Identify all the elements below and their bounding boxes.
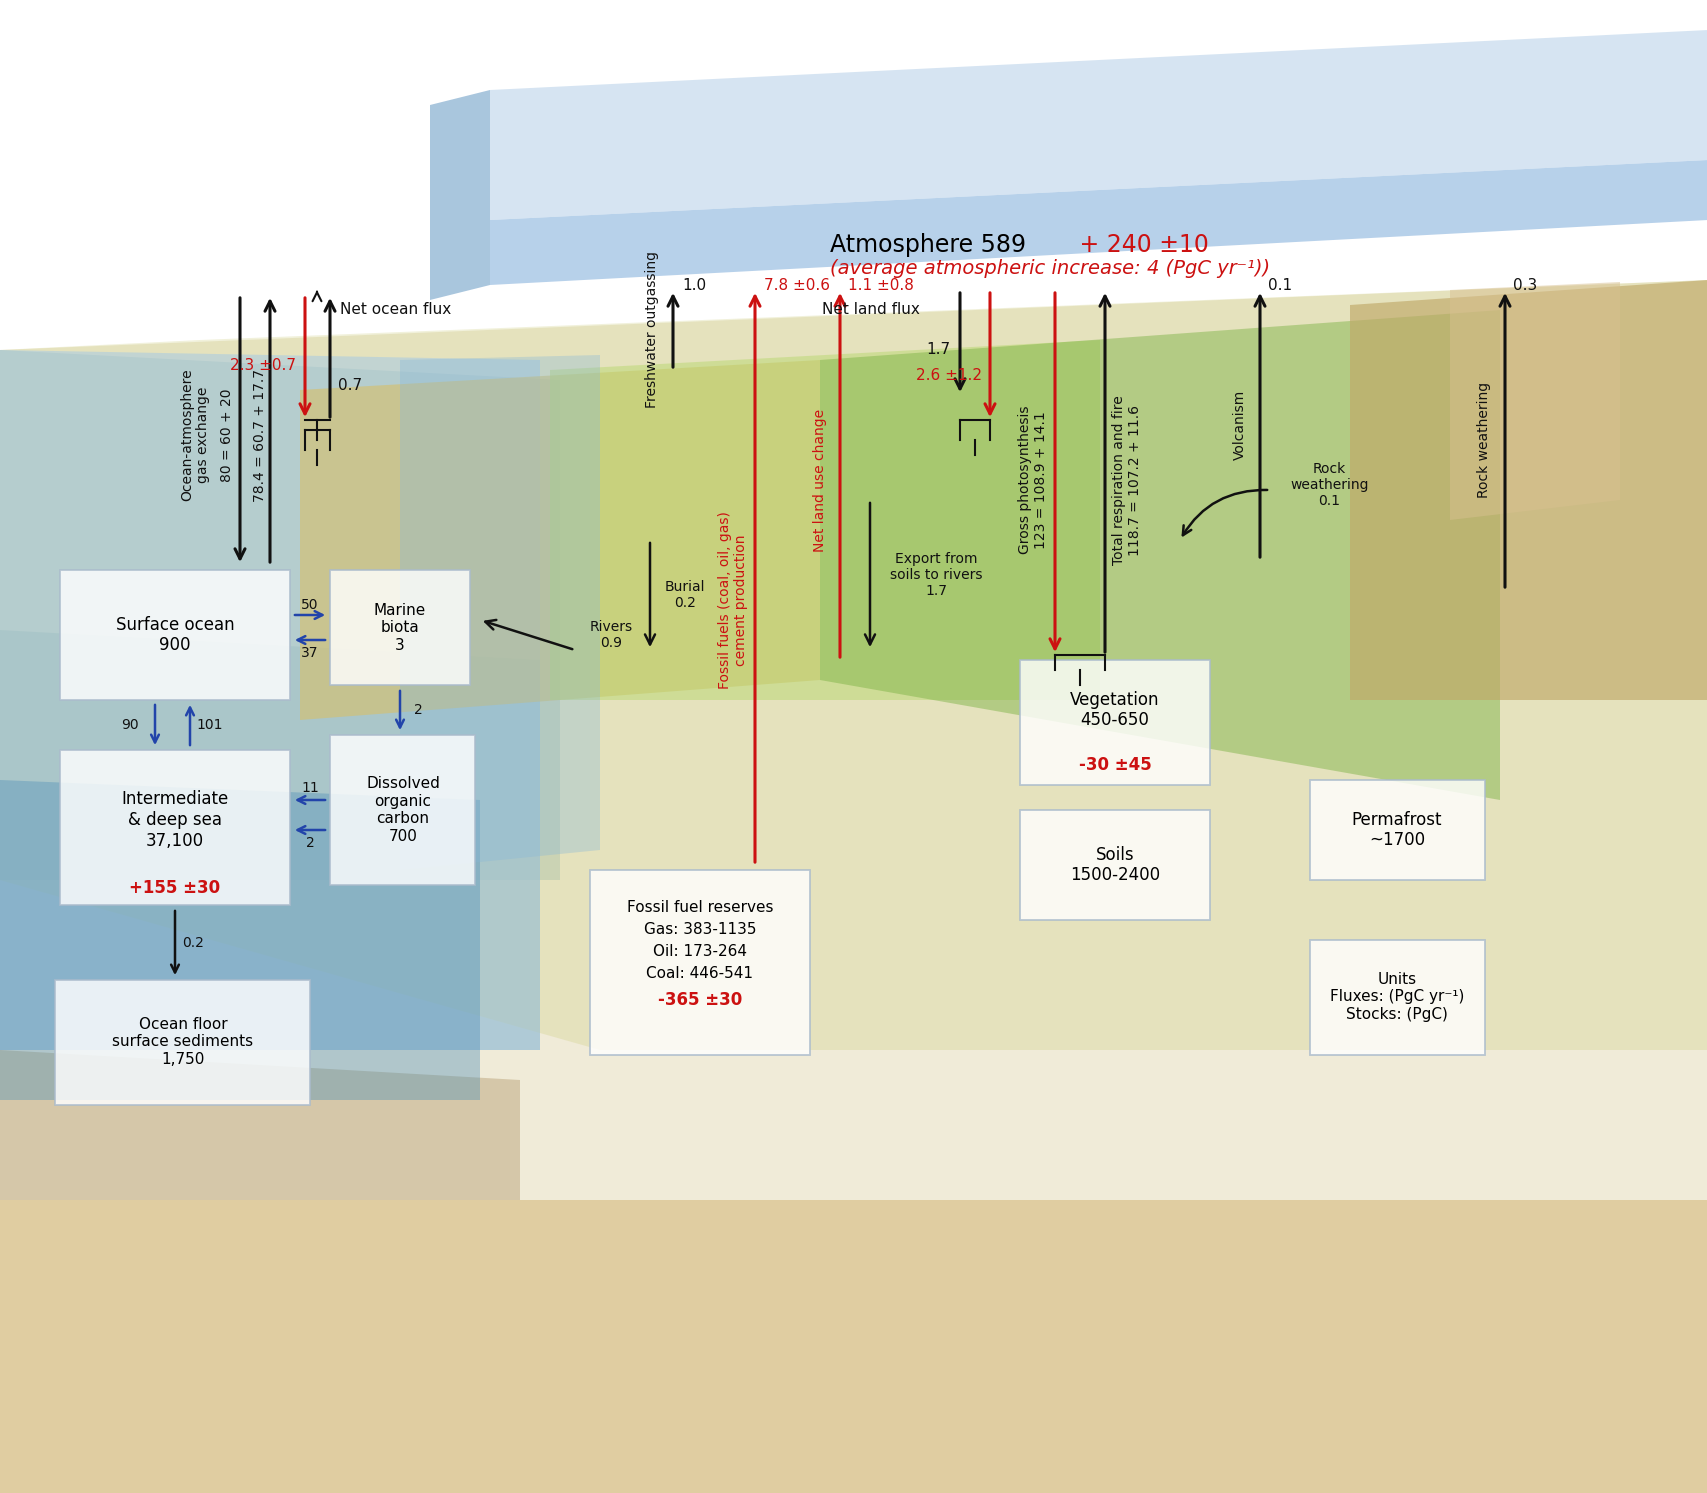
Polygon shape — [0, 281, 1707, 1050]
Text: 0.1: 0.1 — [1267, 278, 1292, 293]
Text: Fossil fuels (coal, oil, gas)
cement production: Fossil fuels (coal, oil, gas) cement pro… — [717, 511, 748, 688]
Polygon shape — [0, 779, 480, 1100]
Text: 50: 50 — [300, 599, 319, 612]
Text: Oil: 173-264: Oil: 173-264 — [652, 945, 746, 960]
Polygon shape — [399, 355, 599, 870]
Text: Gross photosynthesis
123 = 108.9 + 14.1: Gross photosynthesis 123 = 108.9 + 14.1 — [1017, 406, 1048, 554]
FancyBboxPatch shape — [1309, 941, 1483, 1056]
Text: 2: 2 — [413, 703, 422, 717]
Text: 2.3 ±0.7: 2.3 ±0.7 — [230, 357, 295, 372]
FancyBboxPatch shape — [329, 735, 475, 885]
Text: (average atmospheric increase: 4 (PgC yr⁻¹)): (average atmospheric increase: 4 (PgC yr… — [830, 258, 1270, 278]
Text: Ocean floor
surface sediments
1,750: Ocean floor surface sediments 1,750 — [113, 1017, 253, 1067]
Text: 2.6 ±1.2: 2.6 ±1.2 — [915, 367, 982, 382]
Polygon shape — [819, 311, 1499, 800]
Text: Fossil fuel reserves: Fossil fuel reserves — [626, 899, 773, 915]
Text: 78.4 = 60.7 + 17.7: 78.4 = 60.7 + 17.7 — [253, 369, 266, 502]
Polygon shape — [1349, 281, 1707, 700]
Text: 0.7: 0.7 — [338, 378, 362, 393]
Text: Dissolved
organic
carbon
700: Dissolved organic carbon 700 — [365, 776, 440, 844]
Text: Export from
soils to rivers
1.7: Export from soils to rivers 1.7 — [889, 552, 982, 599]
FancyBboxPatch shape — [60, 749, 290, 905]
Text: 2: 2 — [306, 836, 314, 850]
Polygon shape — [550, 340, 1099, 700]
Text: 1.7: 1.7 — [925, 342, 949, 357]
Text: Volcanism: Volcanism — [1232, 390, 1246, 460]
Text: Freshwater outgassing: Freshwater outgassing — [645, 251, 659, 409]
Polygon shape — [1449, 282, 1618, 520]
Polygon shape — [0, 349, 560, 879]
Text: Vegetation
450-650: Vegetation 450-650 — [1070, 691, 1159, 730]
Polygon shape — [0, 630, 539, 1050]
Text: 0.2: 0.2 — [183, 936, 203, 950]
Text: Burial
0.2: Burial 0.2 — [664, 579, 705, 611]
Polygon shape — [0, 281, 1707, 1200]
Text: Atmosphere 589: Atmosphere 589 — [830, 233, 1026, 257]
Text: 0.3: 0.3 — [1512, 278, 1536, 293]
Text: Net land use change: Net land use change — [813, 409, 826, 551]
Text: 11: 11 — [300, 781, 319, 794]
FancyBboxPatch shape — [329, 570, 469, 685]
Polygon shape — [0, 1050, 519, 1200]
Polygon shape — [300, 360, 819, 720]
Text: 80 = 60 + 20: 80 = 60 + 20 — [220, 388, 234, 482]
Text: Ocean-atmosphere
gas exchange: Ocean-atmosphere gas exchange — [179, 369, 210, 502]
Text: Units
Fluxes: (PgC yr⁻¹)
Stocks: (PgC): Units Fluxes: (PgC yr⁻¹) Stocks: (PgC) — [1330, 972, 1463, 1021]
Text: 101: 101 — [196, 718, 224, 732]
Text: Surface ocean
900: Surface ocean 900 — [116, 615, 234, 654]
Text: 37: 37 — [300, 646, 319, 660]
Text: +155 ±30: +155 ±30 — [130, 879, 220, 897]
FancyBboxPatch shape — [1019, 660, 1209, 785]
FancyBboxPatch shape — [55, 979, 309, 1105]
Text: 7.8 ±0.6: 7.8 ±0.6 — [763, 278, 830, 293]
Text: -365 ±30: -365 ±30 — [657, 991, 741, 1009]
Polygon shape — [0, 349, 539, 1050]
Text: -30 ±45: -30 ±45 — [1079, 755, 1151, 773]
Polygon shape — [490, 160, 1707, 285]
Text: Gas: 383-1135: Gas: 383-1135 — [644, 923, 756, 938]
Polygon shape — [0, 1200, 1707, 1493]
Text: Intermediate
& deep sea
37,100: Intermediate & deep sea 37,100 — [121, 790, 229, 850]
Text: 1.1 ±0.8: 1.1 ±0.8 — [847, 278, 913, 293]
FancyBboxPatch shape — [1309, 779, 1483, 879]
Text: Soils
1500-2400: Soils 1500-2400 — [1069, 845, 1159, 884]
Text: Net land flux: Net land flux — [821, 303, 920, 318]
Text: Permafrost
~1700: Permafrost ~1700 — [1350, 811, 1441, 850]
FancyBboxPatch shape — [589, 870, 809, 1056]
FancyBboxPatch shape — [1019, 811, 1209, 920]
Text: 90: 90 — [121, 718, 138, 732]
Text: Coal: 446-541: Coal: 446-541 — [647, 966, 753, 981]
Polygon shape — [490, 30, 1707, 219]
Text: 1.0: 1.0 — [681, 278, 705, 293]
Text: Marine
biota
3: Marine biota 3 — [374, 603, 425, 652]
FancyBboxPatch shape — [60, 570, 290, 700]
Text: Rock weathering: Rock weathering — [1477, 382, 1490, 499]
Polygon shape — [430, 90, 490, 300]
Text: Net ocean flux: Net ocean flux — [340, 303, 451, 318]
Text: Rock
weathering
0.1: Rock weathering 0.1 — [1289, 461, 1367, 508]
Text: Total respiration and fire
118.7 = 107.2 + 11.6: Total respiration and fire 118.7 = 107.2… — [1111, 396, 1142, 564]
Text: Rivers
0.9: Rivers 0.9 — [589, 620, 633, 649]
Text: + 240 ±10: + 240 ±10 — [1072, 233, 1209, 257]
